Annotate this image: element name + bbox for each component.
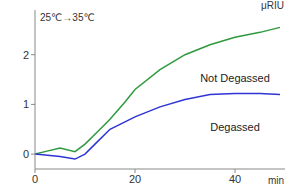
svg-text:Degassed: Degassed <box>210 121 260 133</box>
svg-text:0: 0 <box>23 148 29 160</box>
html-text:min: min <box>267 175 284 186</box>
html-text:25℃→35℃: 25℃→35℃ <box>40 12 95 23</box>
svg-text:40: 40 <box>229 173 241 185</box>
html-text:μRIU: μRIU <box>261 0 284 11</box>
svg-text:20: 20 <box>129 173 141 185</box>
svg-text:2: 2 <box>23 49 29 61</box>
svg-text:0: 0 <box>32 173 38 185</box>
svg-text:1: 1 <box>23 98 29 110</box>
svg-text:Not Degassed: Not Degassed <box>200 72 270 84</box>
